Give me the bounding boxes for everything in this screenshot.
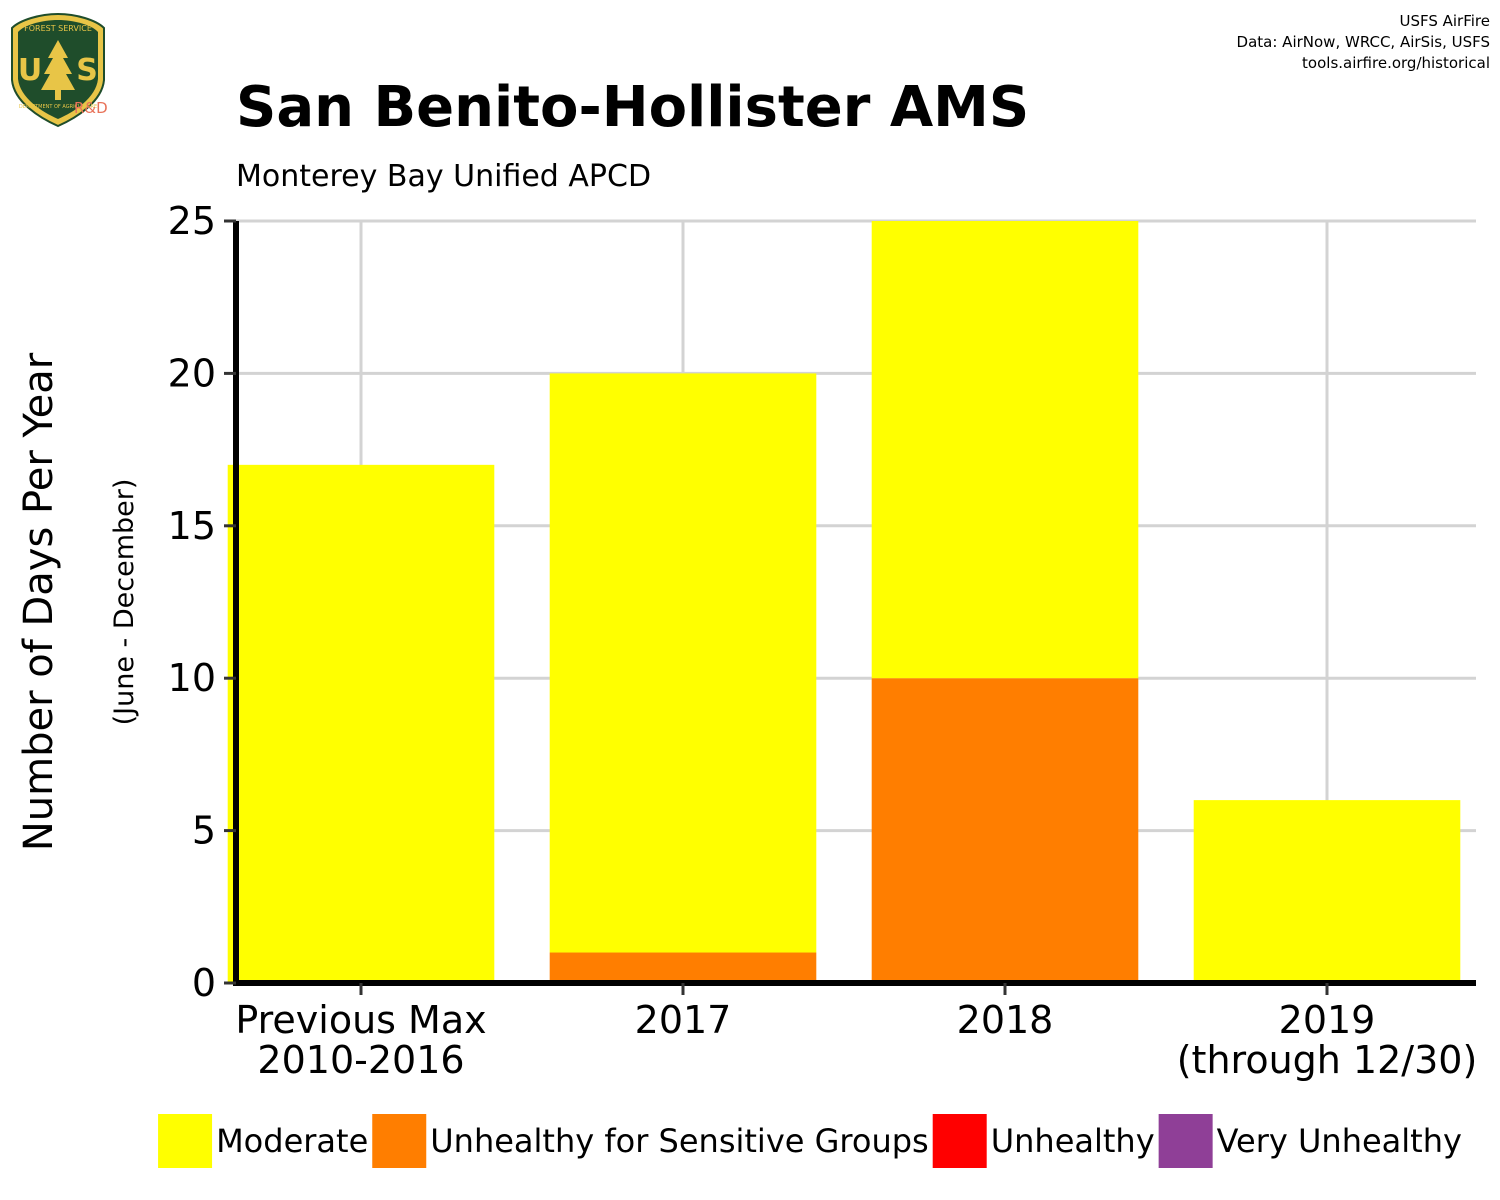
bar-segment — [1193, 800, 1461, 983]
x-tick-label: 2019 — [1279, 998, 1376, 1042]
bar-segment — [871, 678, 1139, 983]
x-tick-label: Previous Max — [235, 998, 486, 1042]
y-axis-sublabel: (June - December) — [109, 479, 140, 726]
credit-line-3: tools.airfire.org/historical — [1302, 54, 1490, 72]
x-tick-label: 2017 — [635, 998, 732, 1042]
credit-line-1: USFS AirFire — [1399, 12, 1490, 30]
x-tick-label: 2018 — [957, 998, 1054, 1042]
legend-swatch — [1158, 1114, 1213, 1168]
legend-label: Very Unhealthy — [1217, 1122, 1462, 1160]
y-tick-label: 10 — [168, 656, 216, 700]
y-tick-label: 25 — [168, 199, 216, 243]
legend-swatch — [158, 1114, 213, 1168]
bar-segment — [549, 373, 817, 953]
svg-text:DEPARTMENT OF AGRICULTURE: DEPARTMENT OF AGRICULTURE — [19, 104, 97, 110]
chart-title: San Benito-Hollister AMS — [236, 75, 1029, 140]
svg-text:S: S — [76, 53, 98, 88]
x-tick-label: (through 12/30) — [1177, 1038, 1478, 1082]
legend-label: Moderate — [216, 1122, 368, 1160]
rd-label: R&D — [74, 99, 108, 117]
chart-subtitle: Monterey Bay Unified APCD — [236, 159, 651, 194]
bar-segment — [549, 952, 817, 983]
y-tick-label: 5 — [192, 809, 216, 853]
bar-segment — [871, 221, 1139, 679]
axes — [233, 221, 1476, 986]
svg-text:U: U — [18, 53, 42, 88]
legend: Moderate Unhealthy for Sensitive Groups Un… — [158, 1114, 1462, 1168]
credit-line-2: Data: AirNow, WRCC, AirSis, USFS — [1237, 33, 1490, 51]
legend-swatch — [372, 1114, 427, 1168]
y-axis-label: Number of Days Per Year — [16, 352, 62, 851]
legend-label: Unhealthy — [991, 1122, 1155, 1160]
bar-segment — [227, 464, 495, 984]
x-tick-label: 2010-2016 — [257, 1038, 464, 1082]
legend-label: Unhealthy for Sensitive Groups — [430, 1122, 928, 1160]
forest-service-logo-icon: U S FOREST SERVICE DEPARTMENT OF AGRICUL… — [11, 12, 105, 128]
y-tick-label: 15 — [168, 504, 216, 548]
legend-swatch — [932, 1114, 987, 1168]
bars — [227, 221, 1461, 984]
y-tick-label: 20 — [168, 351, 216, 395]
y-tick-label: 0 — [192, 961, 216, 1005]
svg-text:FOREST SERVICE: FOREST SERVICE — [24, 24, 92, 33]
